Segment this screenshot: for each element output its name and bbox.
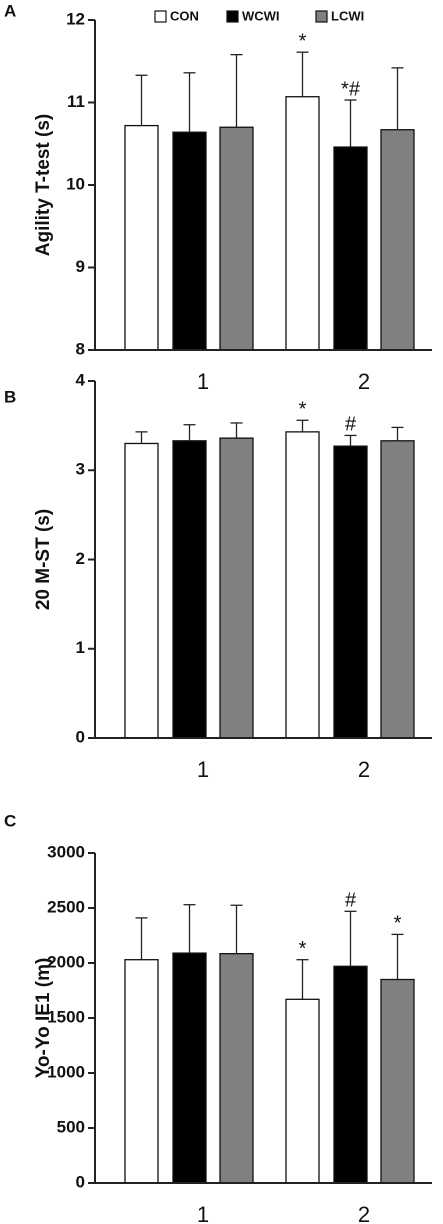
bar [172, 952, 207, 1184]
legend-label: WCWI [242, 8, 280, 23]
y-tick-label: 2 [76, 549, 85, 568]
x-tick-label: 1 [197, 1202, 209, 1224]
x-tick-label: 2 [358, 1202, 370, 1224]
bar [380, 978, 415, 1184]
y-axis-label: 20 M-ST (s) [33, 509, 54, 610]
y-tick-label: 9 [76, 257, 85, 276]
bar [285, 96, 320, 351]
bar [124, 959, 159, 1184]
y-tick-label: 2500 [47, 897, 85, 916]
y-axis-label: Yo-Yo IE1 (m) [33, 958, 54, 1079]
x-tick-label: 1 [197, 369, 209, 394]
annotation: # [345, 414, 357, 436]
bar [219, 953, 254, 1184]
y-tick-label: 1000 [47, 1062, 85, 1081]
annotation: # [345, 890, 357, 912]
bar [380, 440, 415, 739]
y-tick-label: 3 [76, 460, 85, 479]
bar [219, 126, 254, 351]
bar [285, 431, 320, 739]
bar [285, 998, 320, 1184]
x-tick-label: 2 [358, 757, 370, 782]
y-tick-label: 10 [66, 174, 85, 193]
y-tick-label: 1500 [47, 1007, 85, 1026]
y-tick-label: 11 [67, 92, 85, 111]
legend-label: LCWI [331, 8, 364, 23]
annotation: * [299, 30, 307, 52]
bar [172, 131, 207, 351]
bar [124, 124, 159, 351]
legend-swatch [154, 10, 167, 23]
annotation: * [299, 938, 307, 960]
bar [333, 965, 368, 1184]
y-tick-label: 1 [76, 638, 85, 657]
bar [380, 129, 415, 351]
legend-label: CON [170, 8, 199, 23]
panel-label: A [4, 1, 16, 20]
y-tick-label: 500 [57, 1117, 85, 1136]
x-tick-label: 2 [358, 369, 370, 394]
bar [219, 437, 254, 739]
panel-label: B [4, 387, 16, 406]
bar [333, 445, 368, 739]
bar [333, 146, 368, 351]
annotation: *# [341, 78, 361, 100]
annotation: * [299, 399, 307, 421]
bar [124, 442, 159, 739]
y-tick-label: 8 [76, 339, 85, 358]
bar [172, 440, 207, 739]
y-tick-label: 12 [66, 9, 85, 28]
legend-swatch [226, 10, 239, 23]
y-tick-label: 4 [76, 370, 86, 389]
y-tick-label: 2000 [47, 952, 85, 971]
legend-swatch [315, 10, 328, 23]
y-tick-label: 0 [76, 1172, 85, 1191]
annotation: * [394, 913, 402, 935]
y-axis-label: Agility T-test (s) [33, 114, 54, 257]
y-tick-label: 3000 [47, 842, 85, 861]
y-tick-label: 0 [76, 727, 85, 746]
panel-label: C [4, 811, 16, 830]
x-tick-label: 1 [197, 757, 209, 782]
